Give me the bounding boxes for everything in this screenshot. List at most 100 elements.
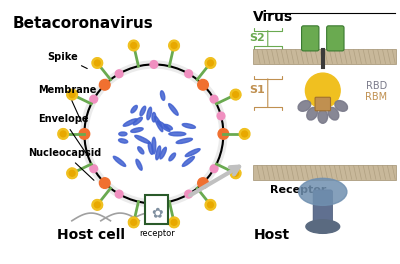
- Ellipse shape: [129, 217, 136, 221]
- Ellipse shape: [307, 107, 318, 120]
- Ellipse shape: [92, 200, 96, 207]
- Ellipse shape: [130, 224, 136, 228]
- Ellipse shape: [131, 128, 143, 133]
- Ellipse shape: [205, 201, 209, 207]
- Circle shape: [93, 73, 215, 195]
- Text: S1: S1: [249, 86, 265, 96]
- Ellipse shape: [152, 112, 156, 122]
- Circle shape: [90, 95, 98, 103]
- Ellipse shape: [67, 168, 72, 173]
- Ellipse shape: [207, 200, 214, 204]
- Ellipse shape: [210, 58, 216, 63]
- Ellipse shape: [156, 146, 161, 160]
- Ellipse shape: [96, 58, 102, 63]
- Ellipse shape: [67, 172, 71, 178]
- FancyBboxPatch shape: [145, 195, 168, 224]
- Circle shape: [185, 70, 192, 78]
- Ellipse shape: [58, 131, 62, 137]
- Circle shape: [90, 165, 98, 173]
- Ellipse shape: [236, 90, 241, 96]
- Ellipse shape: [172, 40, 178, 44]
- Ellipse shape: [134, 45, 139, 50]
- Ellipse shape: [232, 175, 238, 179]
- Circle shape: [94, 60, 100, 66]
- Ellipse shape: [230, 171, 234, 177]
- Ellipse shape: [169, 41, 174, 47]
- Ellipse shape: [306, 220, 340, 233]
- Ellipse shape: [147, 107, 152, 120]
- Circle shape: [185, 190, 192, 198]
- Ellipse shape: [130, 40, 136, 44]
- Circle shape: [233, 92, 238, 97]
- FancyBboxPatch shape: [302, 26, 319, 51]
- Circle shape: [69, 92, 75, 97]
- Circle shape: [115, 190, 123, 198]
- Ellipse shape: [129, 46, 136, 51]
- Ellipse shape: [134, 217, 139, 223]
- Circle shape: [198, 178, 208, 188]
- Text: Host cell: Host cell: [57, 228, 125, 242]
- Ellipse shape: [169, 45, 174, 50]
- Ellipse shape: [236, 172, 241, 178]
- Circle shape: [233, 170, 238, 176]
- Ellipse shape: [172, 217, 178, 221]
- Ellipse shape: [128, 42, 132, 49]
- Ellipse shape: [136, 159, 142, 170]
- Ellipse shape: [235, 94, 241, 100]
- Ellipse shape: [92, 205, 98, 210]
- Circle shape: [306, 73, 340, 108]
- Ellipse shape: [152, 137, 156, 154]
- Text: Betacoronavirus: Betacoronavirus: [13, 16, 154, 31]
- Ellipse shape: [135, 135, 150, 144]
- Ellipse shape: [74, 171, 78, 177]
- Ellipse shape: [119, 132, 127, 136]
- Ellipse shape: [318, 110, 328, 123]
- Text: Receptor: Receptor: [270, 185, 326, 195]
- Ellipse shape: [92, 58, 98, 63]
- Ellipse shape: [242, 135, 249, 139]
- Ellipse shape: [169, 153, 176, 161]
- Ellipse shape: [235, 168, 241, 173]
- Ellipse shape: [169, 217, 174, 223]
- Ellipse shape: [94, 200, 101, 204]
- Ellipse shape: [169, 221, 174, 227]
- Text: Nucleocapsid: Nucleocapsid: [28, 148, 102, 180]
- Circle shape: [100, 178, 110, 188]
- Ellipse shape: [134, 221, 139, 227]
- Circle shape: [218, 129, 229, 139]
- Ellipse shape: [123, 119, 137, 126]
- Ellipse shape: [118, 139, 128, 143]
- Circle shape: [150, 60, 158, 68]
- Circle shape: [100, 79, 110, 90]
- Ellipse shape: [185, 149, 200, 157]
- Circle shape: [198, 79, 208, 90]
- Ellipse shape: [206, 58, 212, 63]
- FancyBboxPatch shape: [315, 97, 330, 111]
- FancyBboxPatch shape: [313, 190, 332, 228]
- FancyBboxPatch shape: [253, 165, 396, 180]
- Circle shape: [80, 130, 88, 138]
- Ellipse shape: [92, 61, 96, 67]
- Ellipse shape: [231, 168, 237, 173]
- Ellipse shape: [134, 41, 139, 47]
- Ellipse shape: [172, 46, 178, 51]
- Ellipse shape: [231, 95, 237, 100]
- Ellipse shape: [206, 205, 212, 210]
- Ellipse shape: [176, 219, 179, 226]
- Ellipse shape: [71, 95, 77, 100]
- Ellipse shape: [148, 142, 153, 154]
- Ellipse shape: [59, 129, 65, 133]
- Ellipse shape: [210, 205, 216, 210]
- Circle shape: [217, 112, 225, 120]
- Ellipse shape: [239, 133, 244, 139]
- Circle shape: [208, 60, 213, 66]
- Ellipse shape: [155, 116, 163, 132]
- Ellipse shape: [98, 201, 103, 207]
- Ellipse shape: [298, 101, 311, 111]
- Text: RBD: RBD: [366, 81, 388, 91]
- Ellipse shape: [98, 61, 103, 67]
- Circle shape: [94, 202, 100, 208]
- Circle shape: [131, 43, 136, 48]
- Ellipse shape: [176, 42, 179, 49]
- Text: Host: Host: [253, 228, 290, 242]
